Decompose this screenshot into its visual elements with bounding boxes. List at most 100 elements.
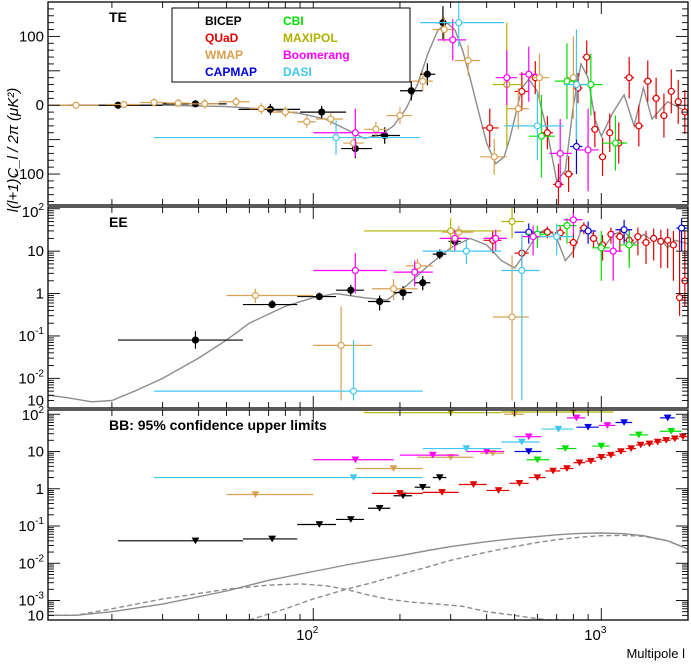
data-point	[543, 129, 551, 137]
legend-entry-dasi: DASI	[283, 65, 312, 79]
model-curve-model	[48, 21, 688, 183]
data-point	[591, 125, 599, 133]
upper-limit-marker	[554, 425, 563, 433]
data-point	[533, 122, 541, 130]
y-tick-label: 10	[27, 607, 44, 624]
upper-limit-marker	[563, 465, 571, 472]
upper-limit-marker	[584, 423, 593, 431]
y-tick-label: 102	[22, 202, 45, 221]
upper-limit-marker	[268, 535, 277, 543]
y-tick-label-base: 10	[18, 328, 35, 345]
data-point	[449, 36, 457, 44]
data-point	[266, 105, 274, 113]
y-tick-label-base: 10	[22, 407, 39, 424]
panel-title: EE	[109, 214, 128, 230]
data-point	[372, 125, 380, 133]
upper-limit-marker	[375, 504, 384, 512]
x-tick-label: 103	[584, 625, 607, 644]
upper-limit-marker	[191, 537, 200, 545]
data-point	[584, 227, 592, 235]
y-tick-label: 1	[36, 481, 44, 498]
y-tick-label-base: 10	[18, 518, 35, 535]
data-point	[492, 234, 500, 242]
data-point	[569, 238, 577, 247]
data-point	[423, 70, 431, 78]
y-tick-label: 102	[22, 405, 45, 424]
upper-limit-marker	[636, 441, 645, 449]
series-bicep	[118, 236, 461, 349]
upper-limit-marker	[653, 438, 662, 446]
data-point	[529, 233, 537, 241]
data-point	[598, 153, 607, 161]
data-point	[508, 313, 516, 321]
data-point	[150, 98, 158, 107]
x-axis-label: Multipole l	[626, 646, 685, 661]
upper-limit-marker	[616, 448, 625, 455]
data-point	[635, 122, 643, 130]
y-tick-label-exp: -2	[35, 553, 44, 564]
series-cbi	[526, 427, 682, 464]
data-point	[399, 289, 407, 297]
x-tick-label-exp: 2	[313, 625, 319, 636]
y-tick-label: 10-1	[18, 516, 44, 535]
data-point	[451, 234, 459, 242]
y-tick-label: 10	[27, 393, 44, 410]
series-wmap	[226, 225, 529, 401]
series-capmap	[514, 414, 675, 455]
y-tick-label: 10	[27, 444, 44, 461]
data-point	[597, 244, 605, 252]
data-point	[464, 56, 472, 65]
series-quad	[481, 40, 688, 205]
upper-limit-marker	[469, 481, 478, 489]
data-point	[518, 87, 526, 96]
data-point	[675, 294, 684, 302]
data-point	[191, 336, 200, 344]
upper-limit-marker	[428, 451, 437, 459]
legend-box	[171, 7, 411, 83]
data-point	[201, 100, 209, 108]
y-tick-label-base: 10	[18, 370, 35, 387]
data-point	[667, 87, 675, 96]
y-tick-label: 1	[36, 286, 44, 303]
upper-limit-marker	[351, 456, 360, 464]
upper-limit-marker	[663, 414, 672, 422]
data-point	[232, 98, 240, 106]
data-point	[572, 80, 581, 89]
data-point	[664, 236, 672, 244]
data-point	[616, 233, 624, 241]
y-tick-label-exp: -3	[35, 591, 44, 602]
data-point	[569, 74, 577, 82]
data-point	[411, 268, 419, 276]
upper-limit-marker	[606, 451, 615, 459]
y-tick-label: -100	[14, 166, 44, 183]
data-point	[318, 108, 326, 116]
data-point	[447, 227, 455, 235]
data-point	[120, 100, 128, 109]
upper-limit-marker	[645, 440, 654, 448]
upper-limit-marker	[586, 457, 595, 465]
y-tick-label-base: 10	[27, 444, 44, 461]
data-point	[114, 101, 122, 109]
upper-limit-marker	[667, 427, 676, 435]
data-point	[660, 111, 668, 120]
upper-limit-marker	[533, 474, 542, 482]
data-point	[508, 217, 516, 226]
plot-area	[48, 2, 688, 205]
data-point	[436, 250, 444, 258]
data-point	[556, 149, 564, 157]
data-point	[351, 266, 359, 275]
data-point	[674, 98, 682, 106]
data-point	[525, 70, 533, 78]
data-point	[514, 105, 522, 113]
series-capmap	[514, 218, 688, 252]
upper-limit-marker	[597, 442, 606, 450]
upper-limit-marker	[517, 438, 526, 446]
data-point	[257, 105, 265, 113]
data-point	[650, 234, 658, 242]
data-point	[462, 247, 470, 255]
model-curve-model	[48, 227, 688, 403]
data-point	[564, 170, 573, 178]
upper-limit-marker	[524, 433, 533, 441]
